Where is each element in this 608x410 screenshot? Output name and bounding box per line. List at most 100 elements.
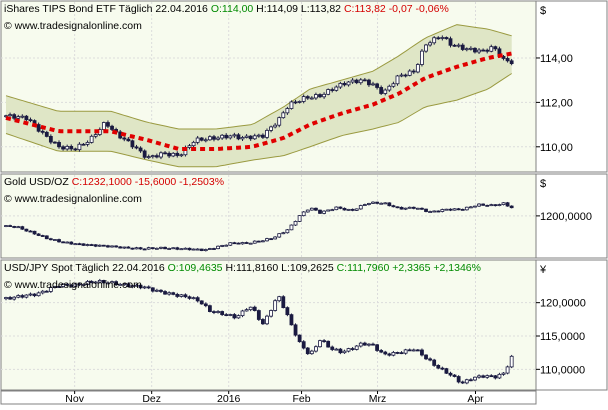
candle-body: [232, 242, 237, 245]
candle-body: [269, 238, 273, 241]
candle-body: [440, 209, 445, 212]
candle: [505, 56, 510, 63]
candle: [481, 48, 486, 52]
candle: [32, 230, 37, 235]
candle: [318, 339, 322, 348]
candle-body: [110, 125, 114, 130]
candle: [191, 140, 196, 148]
candle: [261, 240, 265, 243]
candle: [240, 135, 245, 141]
candle: [411, 69, 416, 75]
candle-body: [40, 290, 45, 294]
candle: [191, 248, 196, 251]
candle-body: [407, 206, 412, 209]
candle-body: [40, 235, 45, 237]
watermark: © www.tradesignalonline.com: [4, 193, 142, 205]
candle: [277, 295, 282, 303]
candle-body: [326, 340, 331, 348]
candle-body: [130, 247, 135, 250]
candle: [89, 134, 94, 144]
candle: [326, 88, 331, 96]
candle: [8, 224, 12, 227]
price-axis: [535, 0, 608, 173]
candle: [126, 246, 131, 249]
candle: [101, 279, 106, 285]
candle-body: [16, 226, 21, 229]
candle: [20, 294, 25, 299]
candle: [228, 134, 233, 140]
candle-body: [305, 347, 310, 355]
candle-body: [73, 148, 78, 151]
candle: [122, 246, 127, 249]
candle-body: [265, 238, 269, 242]
candle-body: [81, 284, 86, 286]
candle: [195, 296, 200, 303]
candle: [334, 206, 339, 211]
candle-body: [195, 297, 200, 302]
candle: [110, 245, 114, 248]
candle: [367, 202, 371, 206]
candle-body: [420, 349, 424, 356]
candle: [322, 210, 326, 215]
candle-body: [468, 206, 473, 209]
panel-ishares-tips: iShares TIPS Bond ETF Täglich 22.04.2016…: [0, 0, 608, 173]
candle-body: [432, 359, 437, 366]
candle-body: [424, 44, 428, 52]
candle-body: [314, 94, 318, 99]
candle: [464, 378, 469, 385]
candle: [179, 248, 184, 251]
candle-body: [354, 208, 359, 211]
candle: [468, 205, 473, 209]
candle-body: [65, 283, 70, 286]
candle-body: [134, 284, 139, 287]
candle: [40, 289, 45, 295]
candle: [399, 206, 404, 210]
candle-body: [154, 289, 159, 292]
candle-body: [468, 379, 473, 382]
candle-body: [106, 282, 110, 285]
candle: [81, 283, 86, 286]
candle: [362, 203, 367, 206]
candle-body: [16, 295, 21, 298]
candle-body: [191, 297, 196, 300]
candle: [195, 135, 200, 145]
candle: [399, 351, 404, 355]
candle-body: [354, 79, 359, 84]
candle-body: [179, 248, 184, 251]
candle: [489, 374, 494, 378]
candle-body: [101, 280, 106, 284]
candle: [452, 43, 457, 47]
candle: [207, 247, 212, 250]
candle: [138, 283, 143, 290]
candle: [228, 313, 233, 317]
candle: [452, 208, 457, 211]
candle-body: [20, 295, 25, 298]
candle: [489, 203, 494, 207]
candle-body: [432, 210, 437, 213]
candle: [301, 340, 306, 350]
candle-body: [489, 204, 494, 207]
candle-body: [252, 306, 257, 311]
candle: [101, 244, 106, 247]
candle: [150, 287, 155, 293]
candle: [273, 123, 278, 129]
watermark: © www.tradesignalonline.com: [4, 279, 142, 291]
candle: [48, 237, 53, 241]
candle: [432, 358, 437, 367]
title-segment: C:111,7960 +2,3365 +2,1346%: [337, 262, 481, 274]
candle-body: [289, 314, 294, 326]
candle: [240, 309, 245, 318]
candle-body: [175, 152, 180, 156]
price-axis: [535, 259, 608, 391]
candle-body: [411, 349, 416, 352]
candle-body: [456, 44, 461, 47]
candle-body: [207, 136, 212, 141]
candle-body: [391, 352, 396, 356]
candle: [232, 132, 237, 138]
candle-body: [126, 138, 131, 142]
candle: [367, 343, 371, 347]
candle: [203, 248, 208, 252]
candle-body: [150, 247, 155, 250]
candle: [395, 74, 400, 86]
candle-body: [481, 203, 486, 206]
